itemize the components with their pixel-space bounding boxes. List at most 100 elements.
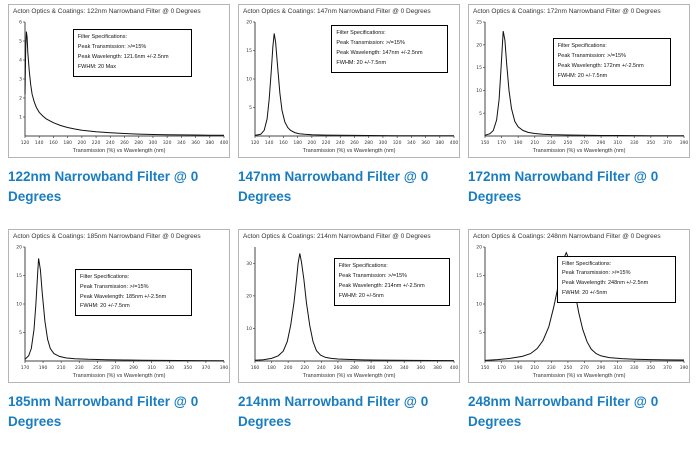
chart-frame: Acton Optics & Coatings: 172nm Narrowban… bbox=[468, 4, 690, 158]
svg-text:330: 330 bbox=[630, 140, 639, 146]
svg-text:350: 350 bbox=[184, 365, 193, 371]
chart-plot: 120 140 160 180 200 220 240 260 280 300 320 340 360 3… bbox=[9, 16, 229, 148]
svg-text:120: 120 bbox=[251, 140, 260, 146]
svg-text:280: 280 bbox=[364, 140, 373, 146]
filter-chart-card: Acton Optics & Coatings: 147nm Narrowban… bbox=[238, 4, 460, 221]
svg-text:150: 150 bbox=[481, 140, 490, 146]
svg-text:5: 5 bbox=[19, 330, 22, 336]
svg-text:15: 15 bbox=[476, 65, 482, 71]
svg-text:5: 5 bbox=[249, 105, 252, 111]
svg-text:250: 250 bbox=[564, 140, 573, 146]
axis-label: Transmission (%) vs Wavelength (nm) bbox=[302, 148, 396, 154]
svg-text:1: 1 bbox=[19, 115, 22, 121]
svg-text:270: 270 bbox=[580, 140, 589, 146]
svg-text:260: 260 bbox=[120, 140, 129, 146]
chart-frame: Acton Optics & Coatings: 248nm Narrowban… bbox=[468, 229, 690, 383]
spec-box: Filter Specifications: Peak Transmission… bbox=[75, 268, 192, 317]
svg-text:160: 160 bbox=[251, 365, 260, 371]
svg-text:360: 360 bbox=[417, 365, 426, 371]
svg-text:350: 350 bbox=[647, 140, 656, 146]
spec-line: Peak Wavelength: 172nm +/-2.5nm bbox=[557, 63, 644, 70]
svg-text:370: 370 bbox=[202, 365, 211, 371]
svg-text:330: 330 bbox=[165, 365, 174, 371]
svg-text:250: 250 bbox=[564, 365, 573, 371]
svg-text:160: 160 bbox=[279, 140, 288, 146]
chart-svg: 150 170 190 210 230 250 270 290 310 330 350 370 390 5… bbox=[476, 20, 688, 146]
filter-link[interactable]: 214nm Narrowband Filter @ 0 Degrees bbox=[238, 394, 429, 430]
chart-frame: Acton Optics & Coatings: 122nm Narrowban… bbox=[8, 4, 230, 158]
svg-text:180: 180 bbox=[293, 140, 302, 146]
svg-text:360: 360 bbox=[191, 140, 200, 146]
chart-plot: 170 190 210 230 250 270 290 310 330 350 370 390 5 10 1… bbox=[9, 241, 229, 373]
svg-text:330: 330 bbox=[630, 365, 639, 371]
filter-chart-card: Acton Optics & Coatings: 172nm Narrowban… bbox=[468, 4, 690, 221]
svg-text:300: 300 bbox=[149, 140, 158, 146]
spec-line: Filter Specifications: bbox=[336, 30, 386, 37]
svg-text:20: 20 bbox=[16, 245, 22, 251]
svg-text:340: 340 bbox=[177, 140, 186, 146]
svg-text:310: 310 bbox=[613, 365, 622, 371]
spec-line: Peak Wavelength: 185nm +/-2.5nm bbox=[80, 293, 167, 300]
spec-line: Peak Transmission: >/=15% bbox=[336, 40, 405, 47]
svg-text:180: 180 bbox=[63, 140, 72, 146]
svg-text:280: 280 bbox=[350, 365, 359, 371]
filter-link[interactable]: 147nm Narrowband Filter @ 0 Degrees bbox=[238, 169, 429, 205]
svg-text:170: 170 bbox=[497, 140, 506, 146]
svg-text:290: 290 bbox=[597, 140, 606, 146]
svg-text:260: 260 bbox=[350, 140, 359, 146]
svg-text:20: 20 bbox=[476, 245, 482, 251]
svg-text:260: 260 bbox=[334, 365, 343, 371]
spec-line: Filter Specifications: bbox=[557, 43, 607, 50]
svg-text:20: 20 bbox=[246, 20, 252, 26]
svg-text:10: 10 bbox=[246, 326, 252, 332]
spec-line: Peak Transmission: >/=15% bbox=[557, 53, 627, 60]
svg-text:320: 320 bbox=[163, 140, 172, 146]
spec-box: Filter Specifications: Peak Transmission… bbox=[331, 25, 448, 73]
chart-frame: Acton Optics & Coatings: 185nm Narrowban… bbox=[8, 229, 230, 383]
svg-text:220: 220 bbox=[92, 140, 101, 146]
chart-title: Acton Optics & Coatings: 172nm Narrowban… bbox=[473, 8, 661, 15]
svg-text:380: 380 bbox=[433, 365, 442, 371]
svg-text:2: 2 bbox=[19, 96, 22, 102]
axis-label: Transmission (%) vs Wavelength (nm) bbox=[72, 373, 166, 379]
svg-text:320: 320 bbox=[383, 365, 392, 371]
filter-chart-card: Acton Optics & Coatings: 122nm Narrowban… bbox=[8, 4, 230, 221]
spec-line: FWHM: 20 +/-7.5nm bbox=[80, 303, 130, 310]
svg-text:270: 270 bbox=[111, 365, 120, 371]
svg-text:190: 190 bbox=[514, 140, 523, 146]
svg-text:340: 340 bbox=[407, 140, 416, 146]
spec-line: Peak Wavelength: 147nm +/-2.5nm bbox=[336, 50, 423, 57]
spec-line: Peak Transmission: >/=15% bbox=[562, 270, 631, 277]
filter-chart-card: Acton Optics & Coatings: 248nm Narrowban… bbox=[468, 229, 690, 446]
filter-link[interactable]: 122nm Narrowband Filter @ 0 Degrees bbox=[8, 169, 199, 205]
svg-text:10: 10 bbox=[476, 302, 482, 308]
filter-link[interactable]: 248nm Narrowband Filter @ 0 Degrees bbox=[468, 394, 659, 430]
chart-svg: 170 190 210 230 250 270 290 310 330 350 370 390 5 10 1… bbox=[16, 245, 229, 371]
spec-line: Filter Specifications: bbox=[338, 263, 388, 270]
filter-link[interactable]: 172nm Narrowband Filter @ 0 Degrees bbox=[468, 169, 659, 205]
svg-text:4: 4 bbox=[19, 58, 22, 64]
chart-title: Acton Optics & Coatings: 248nm Narrowban… bbox=[473, 233, 661, 240]
spec-box: Filter Specifications: Peak Transmission… bbox=[72, 29, 192, 77]
svg-text:200: 200 bbox=[284, 365, 293, 371]
svg-text:140: 140 bbox=[35, 140, 44, 146]
svg-text:340: 340 bbox=[400, 365, 409, 371]
svg-text:10: 10 bbox=[246, 77, 252, 83]
spec-line: FWHM: 20 +/-7.5nm bbox=[557, 73, 608, 80]
chart-frame: Acton Optics & Coatings: 214nm Narrowban… bbox=[238, 229, 460, 383]
svg-text:5: 5 bbox=[479, 111, 482, 117]
svg-text:30: 30 bbox=[246, 261, 252, 267]
filter-link[interactable]: 185nm Narrowband Filter @ 0 Degrees bbox=[8, 394, 199, 430]
chart-plot: 120 140 160 180 200 220 240 260 280 300 320 340 360 3… bbox=[239, 16, 459, 148]
spec-line: Filter Specifications: bbox=[77, 34, 128, 41]
svg-text:230: 230 bbox=[547, 140, 556, 146]
spec-line: Peak Wavelength: 121.6nm +/-2.5nm bbox=[77, 53, 169, 60]
chart-plot: 150 170 190 210 230 250 270 290 310 330 350 370 390 5… bbox=[469, 241, 689, 373]
svg-text:400: 400 bbox=[450, 365, 459, 371]
svg-text:300: 300 bbox=[379, 140, 388, 146]
svg-text:190: 190 bbox=[514, 365, 523, 371]
svg-text:270: 270 bbox=[580, 365, 589, 371]
svg-text:390: 390 bbox=[220, 365, 229, 371]
svg-text:320: 320 bbox=[393, 140, 402, 146]
